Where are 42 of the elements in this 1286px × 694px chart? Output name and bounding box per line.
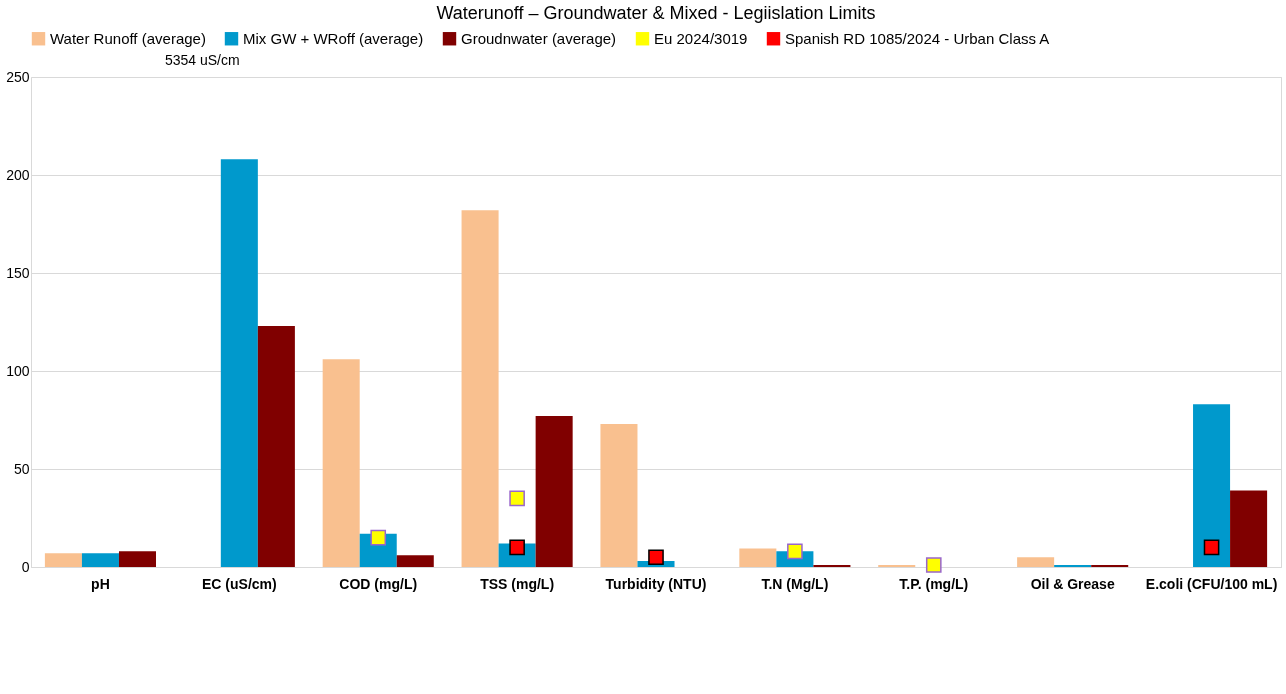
x-tick-label: TSS (mg/L) [480,575,555,592]
bar [44,553,82,567]
bar [1193,404,1231,567]
bar [461,210,499,567]
legend-label: Spanish RD 1085/2024 - Urban Class A [785,29,1050,47]
bar [257,325,295,567]
x-tick-label: T.N (Mg/L) [761,575,829,592]
point [370,529,387,546]
bar [739,548,777,567]
x-tick-label: Turbidity (NTU) [605,575,707,592]
x-tick-label: Oil & Grease [1030,575,1115,592]
x-tick-label: pH [91,575,110,592]
legend-label: Eu 2024/3019 [654,29,748,47]
point [648,549,664,566]
y-tick-label: 50 [13,460,30,477]
y-tick-label: 250 [6,68,30,85]
bar [600,423,638,567]
text: 5354 uS/cm [164,52,240,68]
bar [535,416,573,567]
bar [1017,557,1055,567]
x-tick-label: COD (mg/L) [339,575,418,592]
x-tick-label: EC (uS/cm) [201,575,277,592]
bar [220,159,258,567]
legend-label: Groudnwater (average) [461,29,617,47]
chart-title: Waterunoff – Groundwater & Mixed - Legiislation Limits [436,3,876,23]
y-tick-label: 200 [6,166,30,183]
legend-label: Mix GW + WRoff (average) [243,29,424,47]
y-tick-label: 0 [21,558,30,575]
x-tick-label: E.coli (CFU/100 mL) [1145,575,1278,592]
x-tick-label: T.P. (mg/L) [899,575,969,592]
bar [1230,490,1268,567]
point [787,543,803,560]
point [509,490,525,507]
bar [322,359,360,567]
point [925,557,942,573]
y-tick-label: 100 [6,362,30,379]
point [1203,539,1220,556]
y-tick-label: 150 [6,264,30,281]
bar [396,555,434,567]
bar [81,553,119,567]
bar [118,551,156,567]
legend-label: Water Runoff (average) [50,29,206,47]
